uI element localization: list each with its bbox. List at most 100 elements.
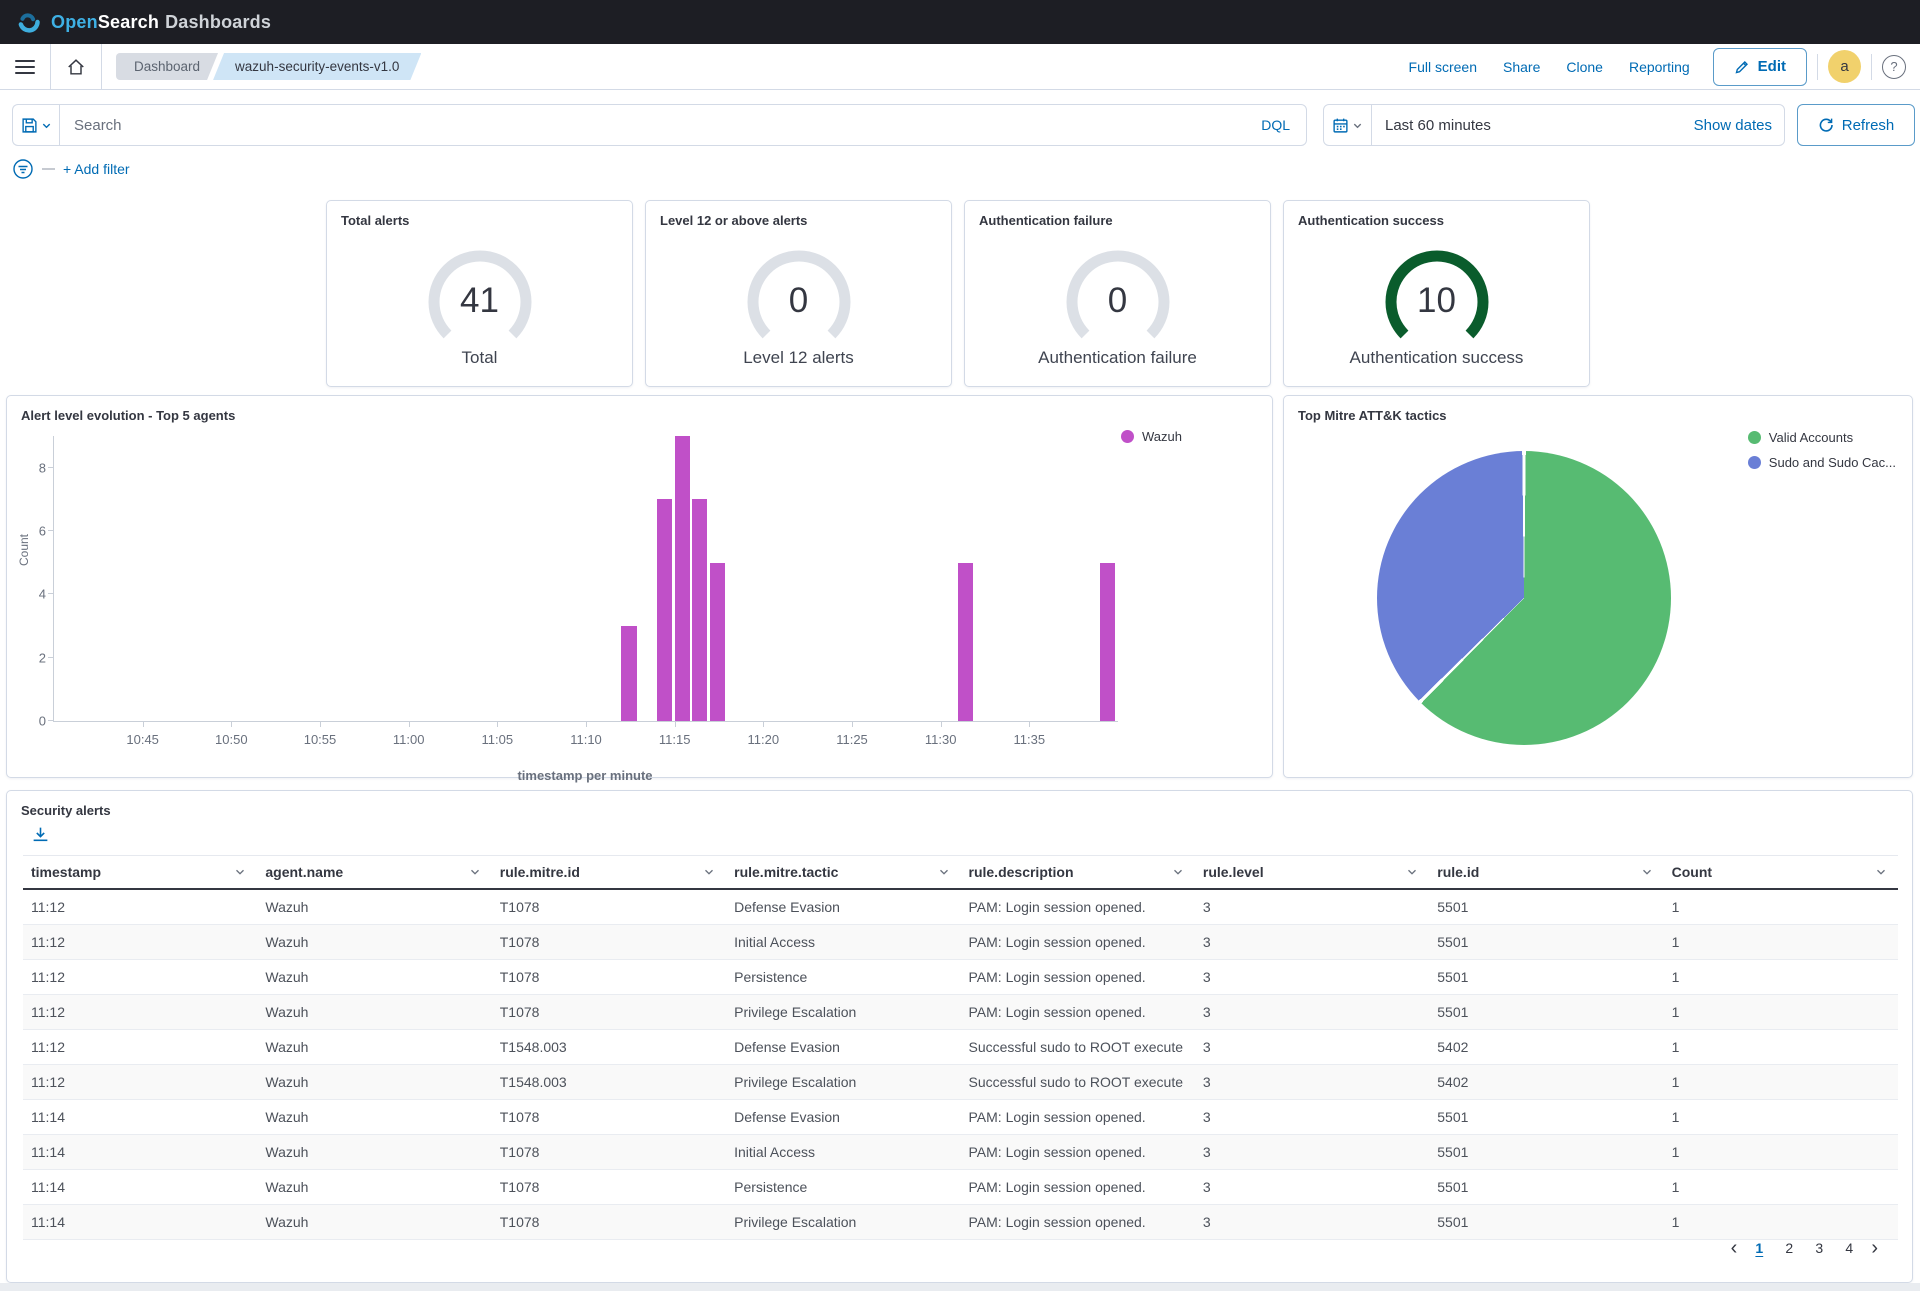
legend-item-wazuh[interactable]: Wazuh — [1121, 429, 1182, 444]
column-header-rule.level[interactable]: rule.level — [1195, 856, 1429, 888]
x-axis-tick-label: 11:35 — [1013, 732, 1046, 747]
column-header-agent.name[interactable]: agent.name — [257, 856, 491, 888]
bar-11:31[interactable] — [958, 562, 974, 721]
legend-label: Sudo and Sudo Cac... — [1768, 455, 1896, 470]
next-page-button[interactable]: › — [1867, 1238, 1882, 1258]
panel-title: Authentication failure — [979, 213, 1113, 228]
table-row-9: 11:14 Wazuh T1078 Privilege Escalation PAM: … — [23, 1205, 1898, 1240]
cell-agent.name: Wazuh — [265, 969, 309, 985]
horizontal-scrollbar[interactable] — [0, 1283, 1920, 1291]
previous-page-button[interactable]: ‹ — [1727, 1238, 1742, 1258]
search-input[interactable] — [60, 116, 1246, 134]
cell-rule.mitre.tactic: Privilege Escalation — [734, 1004, 857, 1020]
cell-rule.id: 5501 — [1437, 934, 1469, 950]
cell-rule.mitre.id: T1078 — [499, 934, 540, 950]
refresh-button[interactable]: Refresh — [1797, 104, 1915, 146]
page-button-4[interactable]: 4 — [1837, 1236, 1861, 1260]
time-range-value[interactable]: Last 60 minutes — [1385, 116, 1491, 134]
bar-11:15[interactable] — [674, 436, 690, 721]
bar-11:16[interactable] — [692, 499, 708, 721]
breadcrumb-dashboard[interactable]: Dashboard — [116, 53, 218, 80]
cell-rule.id: 5501 — [1437, 969, 1469, 985]
cell-agent.name: Wazuh — [265, 1109, 309, 1125]
x-axis-tick-label: 11:25 — [836, 732, 868, 747]
column-header-rule.id[interactable]: rule.id — [1429, 856, 1663, 888]
cell-rule.level: 3 — [1202, 934, 1211, 950]
saved-query-menu-button[interactable] — [12, 104, 59, 146]
cell-rule.mitre.tactic: Defense Evasion — [734, 1039, 840, 1055]
cell-rule.id: 5501 — [1437, 1179, 1469, 1195]
bar-11:39[interactable] — [1100, 562, 1116, 721]
menu-button[interactable] — [0, 44, 50, 89]
chevron-down-icon — [1353, 123, 1362, 128]
bar-11:17[interactable] — [710, 562, 726, 721]
page-button-1[interactable]: 1 — [1747, 1236, 1771, 1260]
column-header-timestamp[interactable]: timestamp — [23, 856, 257, 888]
metric-value: 0 — [788, 281, 809, 320]
x-axis-tick — [320, 721, 321, 727]
legend-item-0[interactable]: Valid Accounts — [1747, 430, 1896, 445]
home-button[interactable] — [51, 44, 101, 89]
opensearch-logo-icon — [18, 13, 40, 33]
panel-security-alerts: Security alerts timestamp agent.name rule.… — [6, 790, 1913, 1283]
download-button[interactable] — [31, 825, 51, 845]
bar-11:14[interactable] — [656, 499, 673, 721]
cell-rule.id: 5402 — [1437, 1074, 1469, 1090]
full-screen-link[interactable]: Full screen — [1408, 58, 1477, 75]
cell-rule.level: 3 — [1202, 1144, 1211, 1160]
filter-icon[interactable] — [12, 158, 34, 180]
page-button-2[interactable]: 2 — [1777, 1236, 1801, 1260]
y-axis-title: Count — [17, 533, 31, 566]
share-link[interactable]: Share — [1503, 58, 1541, 75]
cell-agent.name: Wazuh — [265, 1039, 309, 1055]
table-row-1: 11:12 Wazuh T1078 Initial Access PAM: Login … — [23, 925, 1898, 960]
show-dates-link[interactable]: Show dates — [1693, 116, 1772, 134]
reporting-link[interactable]: Reporting — [1628, 58, 1690, 75]
chevron-down-icon — [1642, 869, 1651, 875]
cell-rule.description: Successful sudo to ROOT execute — [968, 1074, 1184, 1090]
cell-agent.name: Wazuh — [265, 1004, 309, 1020]
column-header-Count[interactable]: Count — [1664, 856, 1898, 888]
cell-Count: 1 — [1671, 1214, 1680, 1230]
cell-rule.description: PAM: Login session opened. — [968, 969, 1146, 985]
cell-rule.mitre.id: T1078 — [499, 899, 540, 915]
cell-Count: 1 — [1671, 1179, 1680, 1195]
dql-button[interactable]: DQL — [1245, 117, 1306, 133]
x-axis-tick — [142, 721, 144, 727]
help-icon[interactable]: ? — [1882, 54, 1906, 79]
column-header-label: Count — [1671, 864, 1713, 880]
y-axis-tick — [48, 656, 54, 658]
date-quick-select-button[interactable] — [1324, 105, 1372, 145]
column-header-rule.mitre.id[interactable]: rule.mitre.id — [492, 856, 726, 888]
x-axis-tick — [231, 721, 233, 727]
column-header-rule.mitre.tactic[interactable]: rule.mitre.tactic — [726, 856, 960, 888]
cell-rule.mitre.id: T1548.003 — [499, 1039, 567, 1055]
pie-chart[interactable] — [1377, 451, 1671, 745]
column-header-rule.description[interactable]: rule.description — [961, 856, 1195, 888]
breadcrumb-current-dashboard[interactable]: wazuh-security-events-v1.0 — [213, 53, 421, 80]
cell-rule.description: PAM: Login session opened. — [968, 1109, 1146, 1125]
metric-label: Authentication failure — [1038, 348, 1197, 367]
clone-link[interactable]: Clone — [1566, 58, 1603, 75]
avatar[interactable]: a — [1828, 50, 1861, 83]
cell-timestamp: 11:12 — [31, 1039, 65, 1055]
cell-Count: 1 — [1671, 1039, 1680, 1055]
cell-timestamp: 11:14 — [31, 1109, 65, 1125]
chevron-down-icon — [42, 123, 50, 128]
add-filter-link[interactable]: + Add filter — [63, 161, 130, 177]
cell-rule.level: 3 — [1202, 1179, 1211, 1195]
y-axis-tick-label: 4 — [38, 586, 46, 602]
bar-11:12[interactable] — [621, 626, 637, 721]
opensearch-logo[interactable]: OpenSearch Dashboards — [16, 9, 271, 35]
pencil-icon — [1735, 60, 1748, 73]
cell-rule.description: Successful sudo to ROOT execute — [968, 1039, 1184, 1055]
table-row-6: 11:14 Wazuh T1078 Defense Evasion PAM: Login… — [23, 1100, 1898, 1135]
cell-rule.mitre.id: T1078 — [499, 1144, 540, 1160]
filter-bar: + Add filter — [12, 158, 130, 180]
page-button-3[interactable]: 3 — [1807, 1236, 1831, 1260]
cell-Count: 1 — [1671, 1144, 1680, 1160]
legend-item-1[interactable]: Sudo and Sudo Cac... — [1747, 455, 1896, 470]
y-axis-tick — [48, 593, 54, 595]
edit-button[interactable]: Edit — [1712, 47, 1807, 86]
table-row-5: 11:12 Wazuh T1548.003 Privilege Escalation S… — [23, 1065, 1898, 1100]
